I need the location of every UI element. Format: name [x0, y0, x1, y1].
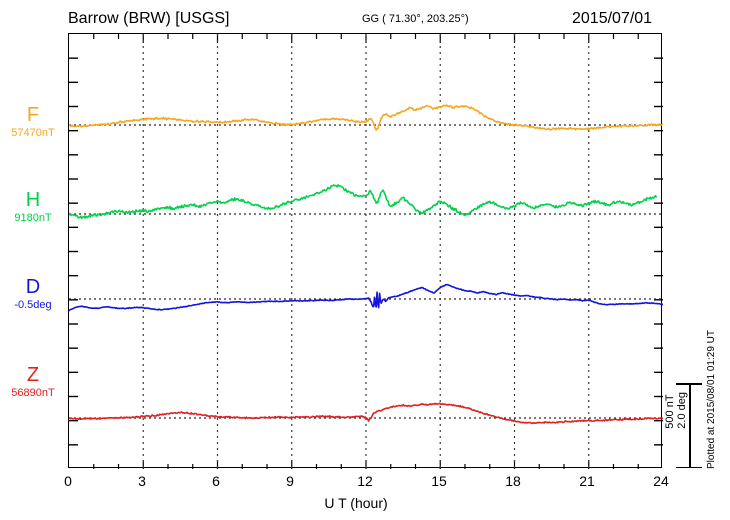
scale-bar-labels: 500 nT 2.0 deg — [664, 392, 688, 429]
scale-bar — [676, 383, 702, 468]
xtick-24: 24 — [653, 473, 669, 489]
component-label-d: D -0.5deg — [0, 277, 66, 312]
geographic-coordinates: GG ( 71.30°, 203.25°) — [362, 13, 469, 25]
component-symbol-f: F — [26, 104, 40, 126]
trace-h — [69, 184, 658, 220]
component-label-f: F 57470nT — [0, 105, 66, 140]
component-baseline-h: 9180nT — [14, 212, 52, 224]
component-symbol-d: D — [25, 276, 41, 298]
component-baseline-f: 57470nT — [11, 127, 55, 139]
component-symbol-h: H — [25, 189, 41, 211]
component-baseline-z: 56890nT — [11, 387, 55, 399]
xtick-3: 3 — [138, 473, 146, 489]
x-axis-label: U T (hour) — [0, 495, 730, 511]
scale-bar-deg-label: 2.0 deg — [676, 392, 688, 429]
page-title: Barrow (BRW) [USGS] — [68, 10, 230, 27]
magnetogram-plot-frame — [68, 33, 663, 469]
xtick-15: 15 — [431, 473, 447, 489]
trace-f — [69, 104, 663, 131]
component-label-z: Z 56890nT — [0, 365, 66, 400]
component-symbol-z: Z — [26, 364, 40, 386]
xtick-6: 6 — [212, 473, 220, 489]
xtick-21: 21 — [579, 473, 595, 489]
trace-d — [69, 283, 663, 312]
trace-z — [69, 402, 663, 425]
xtick-0: 0 — [64, 473, 72, 489]
plotted-at-timestamp: Plotted at 2015/08/01 01:29 UT — [706, 330, 717, 469]
chart-canvas — [69, 34, 663, 469]
scale-bar-line — [689, 383, 691, 468]
scale-bar-bottom-cap — [676, 466, 702, 468]
xtick-9: 9 — [286, 473, 294, 489]
scale-bar-nt-label: 500 nT — [664, 394, 676, 429]
observation-date: 2015/07/01 — [572, 10, 653, 27]
xtick-12: 12 — [357, 473, 373, 489]
component-baseline-d: -0.5deg — [14, 299, 52, 311]
component-label-h: H 9180nT — [0, 190, 66, 225]
xtick-18: 18 — [505, 473, 521, 489]
x-axis-label-text: U T (hour) — [324, 495, 388, 511]
